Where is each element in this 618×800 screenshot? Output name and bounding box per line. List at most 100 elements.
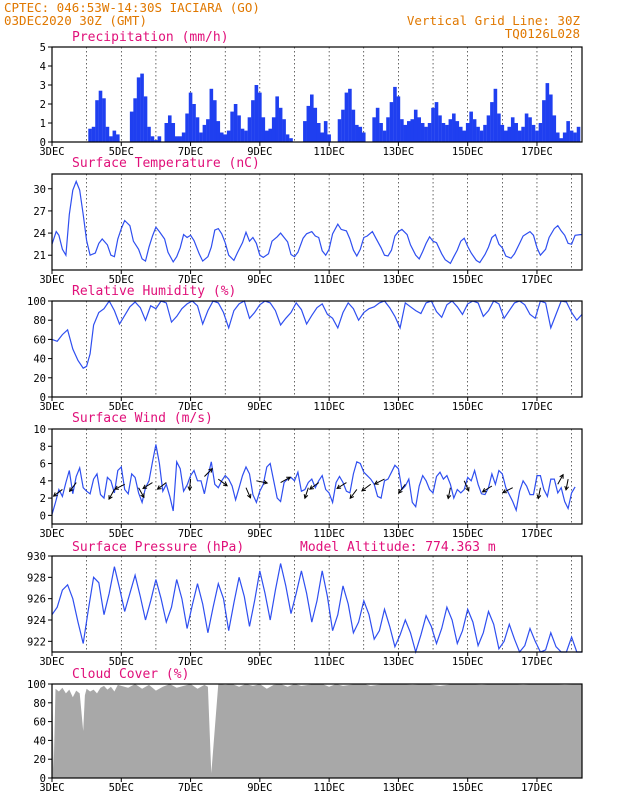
precipitation-bar (157, 136, 162, 142)
precipitation-bar (195, 117, 200, 142)
precipitation-bar (136, 77, 141, 142)
temperature-xtick-label: 3DEC (39, 274, 64, 286)
precipitation-bar (247, 117, 252, 142)
cloud-area (52, 684, 582, 778)
wind-ytick-label: 0 (40, 510, 46, 522)
precipitation-bar (438, 115, 442, 142)
temperature-xtick-label: 5DEC (109, 274, 134, 286)
wind-vector-head (361, 486, 366, 492)
precipitation-bar (174, 136, 179, 142)
wind-vector-head (108, 495, 113, 501)
cloud-xtick-label: 17DEC (521, 782, 553, 794)
precipitation-bar (240, 128, 245, 142)
wind-vector (502, 487, 513, 494)
precipitation-bar (167, 115, 172, 142)
precipitation-ytick-label: 2 (40, 99, 46, 111)
precipitation-xtick-label: 3DEC (39, 146, 64, 158)
precipitation-bar (306, 105, 311, 142)
precipitation-bar (524, 113, 529, 142)
precipitation-bar (171, 123, 176, 142)
wind-vector (157, 482, 167, 490)
wind-vector-head (142, 484, 148, 489)
precipitation-xtick-label: 13DEC (383, 146, 415, 158)
wind-vector-head (140, 493, 145, 499)
precipitation-bar (95, 100, 99, 142)
precipitation-bar (500, 124, 505, 142)
precipitation-bar (510, 117, 515, 142)
humidity-title: Relative Humidity (%) (72, 284, 236, 299)
wind-ytick-label: 8 (40, 441, 46, 453)
wind-vector-head (481, 488, 487, 493)
precipitation-bar (486, 115, 491, 142)
wind-vector-head (309, 485, 314, 490)
precipitation-xtick-label: 5DEC (109, 146, 134, 158)
wind-ytick-label: 2 (40, 493, 46, 505)
wind-xtick-label: 7DEC (178, 528, 203, 540)
precipitation-bar (497, 113, 501, 142)
cloud-frame (51, 683, 583, 779)
precipitation-xtick-label: 11DEC (313, 146, 345, 158)
wind-vector-head (465, 486, 470, 492)
precipitation-bar (202, 124, 207, 142)
precipitation-frame (51, 46, 583, 143)
precipitation-bar (355, 124, 359, 142)
temperature-xtick-label: 15DEC (452, 274, 484, 286)
precipitation-bar (431, 107, 435, 142)
precipitation-bar (282, 119, 286, 142)
precipitation-bar (261, 117, 266, 142)
precipitation-ytick-label: 5 (40, 42, 46, 54)
wind-xtick-label: 17DEC (521, 528, 553, 540)
wind-xtick-label: 15DEC (452, 528, 484, 540)
pressure-xtick-label: 3DEC (39, 656, 64, 668)
wind-vector (309, 482, 320, 490)
precipitation-bar (98, 90, 103, 142)
precipitation-bar (213, 100, 217, 142)
precipitation-bar (573, 132, 577, 142)
wind-vector (304, 487, 309, 499)
precipitation-bar (566, 121, 570, 142)
humidity-xtick-label: 17DEC (521, 401, 553, 413)
precipitation-bar (555, 132, 560, 142)
humidity-ytick-label: 40 (33, 354, 46, 366)
wind-vector (463, 480, 470, 492)
precipitation-bar (188, 92, 193, 142)
wind-ytick-label: 4 (40, 476, 46, 488)
precipitation-bar (271, 117, 276, 142)
wind-vector-head (336, 484, 342, 489)
pressure-series-line (51, 563, 582, 655)
cloud-ytick-label: 20 (33, 754, 46, 766)
wind-vector-head (536, 494, 542, 500)
wind-vector-head (373, 480, 379, 485)
precipitation-bar (469, 111, 473, 142)
precipitation-bar (209, 88, 214, 142)
wind-vector-head (247, 493, 252, 499)
wind-vector (280, 476, 291, 483)
humidity-xtick-label: 15DEC (452, 401, 484, 413)
wind-vector (204, 468, 213, 477)
precipitation-bar (545, 83, 550, 142)
humidity-xtick-label: 7DEC (178, 401, 203, 413)
wind-vector-head (559, 473, 564, 479)
precipitation-bar (549, 94, 553, 142)
precipitation-bar (358, 126, 363, 142)
precipitation-bar (490, 102, 494, 142)
precipitation-bar (452, 113, 456, 142)
precipitation-bar (303, 121, 307, 142)
pressure-xtick-label: 5DEC (109, 656, 134, 668)
precipitation-bar (403, 124, 408, 142)
header-grid-info: Vertical Grid Line: 30Z (407, 13, 581, 28)
pressure-xtick-label: 9DEC (247, 656, 272, 668)
wind-vector (447, 487, 451, 499)
precipitation-bar (133, 98, 137, 142)
humidity-xtick-label: 13DEC (383, 401, 415, 413)
precipitation-bar (379, 123, 383, 142)
precipitation-bar (164, 123, 169, 142)
precipitation-bar (400, 119, 404, 142)
precipitation-bar (535, 130, 539, 142)
precipitation-xtick-label: 15DEC (452, 146, 484, 158)
wind-vector (349, 489, 358, 499)
precipitation-bar (348, 88, 352, 142)
temperature-xtick-label: 9DEC (247, 274, 272, 286)
precipitation-bar (289, 138, 293, 142)
